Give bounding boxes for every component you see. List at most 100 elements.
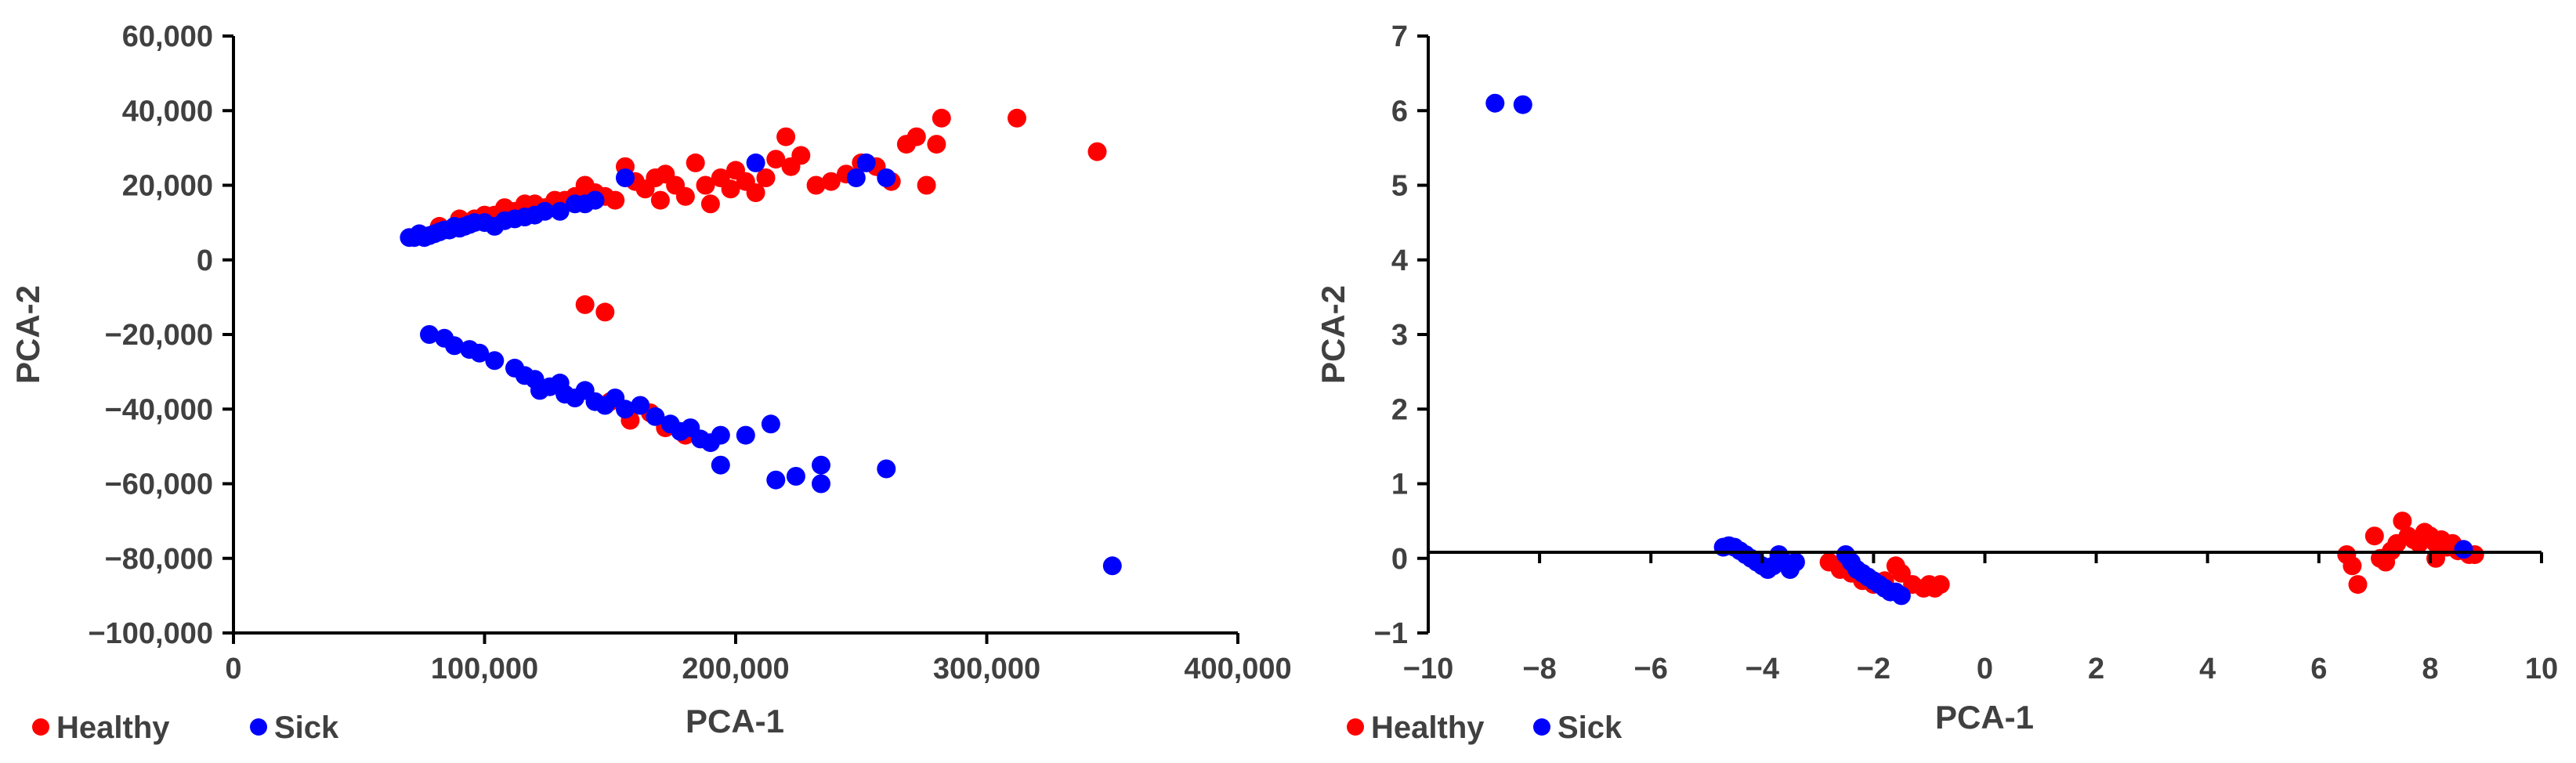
left-point-healthy (776, 127, 796, 146)
left-x-tick-label: 400,000 (1184, 653, 1291, 685)
left-point-sick (711, 425, 730, 445)
left-point-sick (485, 351, 505, 371)
left-y-axis-title: PCA-2 (9, 285, 46, 384)
right-tick-marks (1417, 34, 2543, 635)
left-point-sick (550, 201, 570, 221)
right-x-tick-label: −6 (1634, 653, 1668, 685)
left-point-healthy (686, 153, 705, 172)
left-x-tick-label: 0 (225, 653, 241, 685)
left-point-healthy (575, 295, 595, 314)
left-x-tick-label: 200,000 (682, 653, 789, 685)
left-point-healthy (917, 175, 936, 195)
right-y-tick-label: 2 (1391, 393, 1408, 426)
left-point-sick (812, 455, 830, 475)
right-point-sick (1785, 552, 1805, 572)
left-point-sick (631, 396, 650, 415)
left-point-healthy (756, 168, 776, 187)
right-legend-healthy-marker (1347, 718, 1364, 736)
right-x-tick-label: 0 (1977, 653, 1993, 685)
right-x-tick-label: −2 (1857, 653, 1890, 685)
right-y-tick-label: 0 (1391, 543, 1408, 576)
left-x-tick-labels: 0 100,000 200,000 300,000 400,000 (225, 653, 1291, 685)
left-point-healthy (1008, 108, 1026, 128)
right-x-tick-label: 4 (2199, 653, 2216, 685)
left-legend-healthy-label: Healthy (56, 711, 170, 745)
left-y-tick-label: −20,000 (105, 319, 213, 352)
right-y-tick-label: 7 (1391, 20, 1408, 53)
left-point-healthy (1087, 142, 1107, 161)
left-y-tick-label: 20,000 (122, 170, 213, 203)
left-point-sick (761, 414, 780, 434)
left-point-sick (877, 459, 896, 479)
left-point-healthy (746, 183, 765, 202)
left-y-tick-label: 0 (197, 244, 213, 277)
left-point-sick (616, 400, 635, 419)
left-point-sick (535, 201, 555, 221)
right-x-tick-label: 2 (2088, 653, 2104, 685)
right-plot-points (1485, 93, 2484, 606)
left-point-healthy (821, 172, 841, 191)
left-point-sick (711, 455, 730, 475)
left-point-healthy (906, 127, 926, 146)
right-x-tick-labels: −10 −8 −6 −4 −2 0 2 4 6 8 10 (1403, 653, 2558, 685)
left-point-sick (846, 168, 866, 187)
right-x-tick-label: −10 (1403, 653, 1453, 685)
left-point-healthy (606, 190, 625, 210)
left-point-sick (856, 153, 876, 172)
right-point-healthy (2343, 556, 2362, 576)
left-legend-healthy-marker (32, 718, 49, 736)
left-x-axis-title: PCA-1 (686, 703, 784, 739)
right-y-tick-label: 3 (1391, 319, 1408, 352)
left-point-sick (646, 407, 665, 426)
left-legend: Healthy Sick (32, 711, 339, 745)
right-y-axis-title: PCA-2 (1315, 285, 1351, 384)
right-point-sick (1513, 95, 1532, 114)
left-point-healthy (791, 146, 811, 165)
right-x-tick-label: 10 (2525, 653, 2558, 685)
left-x-tick-label: 100,000 (431, 653, 538, 685)
right-point-healthy (2364, 526, 2384, 546)
right-y-tick-labels: 7 6 5 4 3 2 1 0 −1 (1374, 20, 1408, 650)
left-point-sick (585, 190, 605, 210)
left-tick-marks (223, 34, 1239, 644)
left-point-healthy (675, 186, 695, 206)
left-point-healthy (696, 175, 715, 195)
right-y-tick-label: 5 (1391, 170, 1408, 203)
left-y-tick-label: −80,000 (105, 543, 213, 576)
right-y-tick-label: 6 (1391, 95, 1408, 128)
left-point-sick (746, 153, 765, 172)
right-point-healthy (2393, 512, 2412, 531)
left-point-sick (786, 467, 805, 486)
left-y-tick-label: −60,000 (105, 468, 213, 501)
left-plot-points (400, 108, 1122, 576)
left-scatter-chart: 60,000 40,000 20,000 0 −20,000 −40,000 −60,000… (9, 20, 1292, 745)
left-point-healthy (932, 108, 951, 128)
right-y-tick-label: −1 (1374, 617, 1408, 650)
right-x-tick-label: 8 (2422, 653, 2438, 685)
right-x-tick-label: −8 (1522, 653, 1556, 685)
left-point-healthy (721, 179, 740, 199)
left-point-sick (470, 343, 490, 363)
left-point-sick (766, 470, 786, 490)
left-legend-sick-label: Sick (274, 711, 339, 745)
right-x-tick-label: 6 (2310, 653, 2327, 685)
right-point-sick (1891, 586, 1911, 606)
left-y-tick-label: 40,000 (122, 95, 213, 128)
left-point-healthy (927, 135, 946, 154)
left-y-tick-label: −40,000 (105, 393, 213, 426)
left-point-healthy (766, 150, 786, 169)
right-x-axis-title: PCA-1 (1935, 699, 2034, 736)
left-point-healthy (806, 175, 826, 195)
left-point-sick (420, 325, 439, 344)
right-legend: Healthy Sick (1347, 711, 1623, 745)
left-point-sick (1102, 556, 1122, 576)
right-legend-healthy-label: Healthy (1371, 711, 1485, 745)
right-legend-sick-marker (1533, 718, 1550, 736)
right-point-healthy (2348, 575, 2368, 595)
left-point-healthy (650, 190, 670, 210)
left-point-sick (736, 425, 755, 445)
left-point-sick (812, 474, 830, 494)
right-y-tick-label: 4 (1391, 244, 1408, 277)
